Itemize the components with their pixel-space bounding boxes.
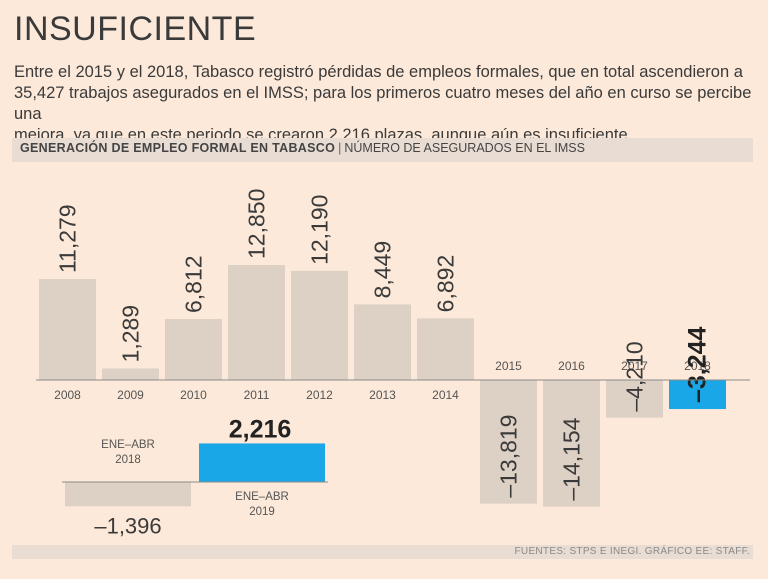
bar-2010 xyxy=(165,319,222,380)
inset-data-label: –1,396 xyxy=(94,513,161,538)
bar-2011 xyxy=(228,264,285,380)
chart-subtitle: NÚMERO DE ASEGURADOS EN EL IMSS xyxy=(344,141,585,155)
bar-2008 xyxy=(39,279,96,380)
data-label-2016: –14,154 xyxy=(559,417,585,500)
intro-line: 35,427 trabajos asegurados en el IMSS; p… xyxy=(14,84,752,123)
chart-title: GENERACIÓN DE EMPLEO FORMAL EN TABASCO xyxy=(20,141,336,155)
tick-label-2013: 2013 xyxy=(369,388,396,402)
bar-2015 xyxy=(480,380,537,504)
bar-2018 xyxy=(669,380,726,410)
tick-label-2017: 2017 xyxy=(621,359,648,373)
chart-header: GENERACIÓN DE EMPLEO FORMAL EN TABASCO | N… xyxy=(20,141,585,155)
tick-label-2011: 2011 xyxy=(244,388,270,402)
inset-bar-2 xyxy=(199,443,325,482)
tick-label-2016: 2016 xyxy=(558,359,585,373)
tick-label-2015: 2015 xyxy=(495,359,522,373)
tick-label-2009: 2009 xyxy=(117,388,144,402)
tick-label-2014: 2014 xyxy=(432,388,459,402)
data-label-2014: 6,892 xyxy=(433,255,459,313)
tick-label-2010: 2010 xyxy=(180,388,207,402)
data-label-2010: 6,812 xyxy=(181,255,207,313)
data-label-2018: –3,244 xyxy=(684,326,712,403)
data-label-2009: 1,289 xyxy=(118,305,144,363)
intro-paragraph: Entre el 2015 y el 2018, Tabasco registr… xyxy=(14,62,754,146)
inset-category-label: ENE–ABR xyxy=(235,491,289,503)
inset-data-label: 2,216 xyxy=(229,415,292,443)
data-label-2017: –4,210 xyxy=(622,341,648,411)
bar-2014 xyxy=(417,318,474,380)
intro-line: Entre el 2015 y el 2018, Tabasco registr… xyxy=(14,63,743,81)
inset-category-label: ENE–ABR xyxy=(101,439,155,451)
bar-2009 xyxy=(102,368,159,380)
chart-header-separator: | xyxy=(338,141,342,155)
data-label-2013: 8,449 xyxy=(370,241,396,299)
data-label-2015: –13,819 xyxy=(496,415,522,498)
bar-2013 xyxy=(354,304,411,380)
data-label-2008: 11,279 xyxy=(55,204,81,273)
data-label-2012: 12,190 xyxy=(307,195,333,265)
source-note: FUENTES: STPS E INEGI. GRÁFICO EE: STAFF… xyxy=(514,546,750,557)
page-title: INSUFICIENTE xyxy=(14,10,257,48)
data-label-2011: 12,850 xyxy=(244,189,270,259)
inset-bar-1 xyxy=(65,482,191,507)
tick-label-2008: 2008 xyxy=(54,388,81,402)
footer-band xyxy=(12,545,753,559)
bar-2012 xyxy=(291,270,348,380)
chart-header-band xyxy=(12,138,753,162)
tick-label-2018: 2018 xyxy=(684,359,711,373)
bar-2016 xyxy=(543,380,600,507)
inset-category-year: 2019 xyxy=(249,506,275,518)
bar-2017 xyxy=(606,380,663,418)
inset-category-year: 2018 xyxy=(115,454,141,466)
tick-label-2012: 2012 xyxy=(306,388,333,402)
